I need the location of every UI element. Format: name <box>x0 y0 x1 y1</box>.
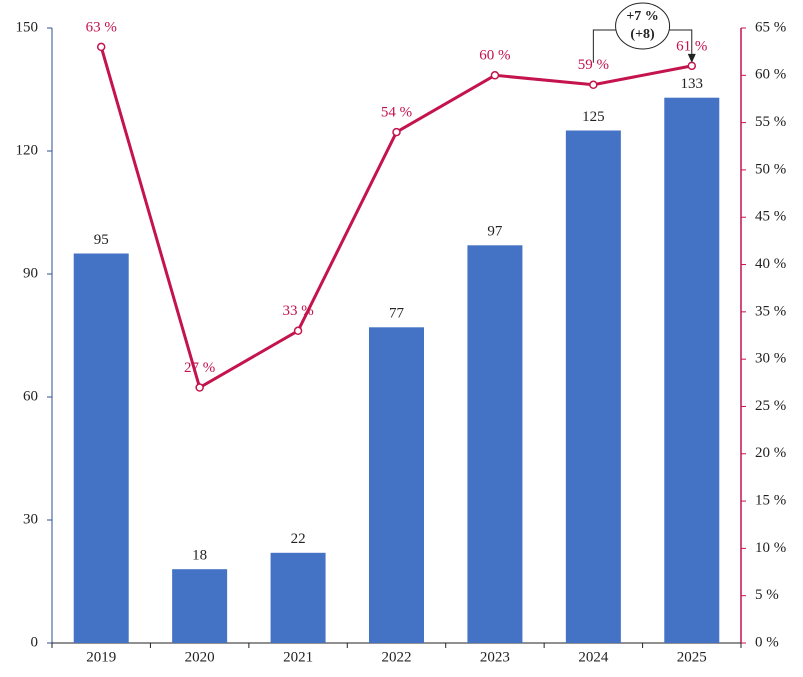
y2-tick-label: 5 % <box>755 587 779 603</box>
line-point <box>96 42 106 52</box>
x-tick-label: 2020 <box>185 649 215 665</box>
y2-tick-label: 35 % <box>755 303 786 319</box>
line-point <box>687 61 697 71</box>
y2-tick-label: 45 % <box>755 209 786 225</box>
y2-tick-label: 40 % <box>755 256 786 272</box>
y-tick-label: 150 <box>16 19 39 35</box>
bar <box>369 327 424 643</box>
x-tick-label: 2022 <box>382 649 412 665</box>
bar-value-label: 18 <box>192 548 207 564</box>
line-point <box>195 383 204 392</box>
x-tick-label: 2023 <box>480 649 510 665</box>
bar <box>467 245 523 644</box>
line-value-label: 60 % <box>479 48 510 64</box>
bar <box>73 253 129 643</box>
y2-tick-label: 50 % <box>755 161 786 177</box>
bar-value-label: 77 <box>389 306 405 322</box>
y2-tick-label: 0 % <box>755 634 779 650</box>
annotation-arrow <box>687 53 696 63</box>
bar <box>270 552 326 643</box>
bar-value-label: 125 <box>582 109 605 125</box>
bar-value-label: 97 <box>487 224 503 240</box>
y2-tick-label: 25 % <box>755 398 786 414</box>
line-point <box>293 326 303 336</box>
line-point <box>589 80 598 90</box>
annotation-text: +7 % <box>626 9 658 24</box>
y2-tick-label: 15 % <box>755 493 786 509</box>
y-tick-label: 30 <box>23 511 38 527</box>
bar-value-label: 133 <box>681 76 704 92</box>
line-value-label: 63 % <box>86 19 117 35</box>
x-tick-label: 2025 <box>677 649 707 665</box>
bar <box>664 97 720 643</box>
bar <box>172 569 228 643</box>
y-tick-label: 90 <box>23 265 38 281</box>
line-value-label: 27 % <box>184 360 215 376</box>
y2-tick-label: 10 % <box>755 540 786 556</box>
x-tick-label: 2021 <box>283 649 313 665</box>
annotation-bubble <box>615 2 671 50</box>
y2-tick-label: 55 % <box>755 114 786 130</box>
line-point <box>392 127 401 137</box>
bar <box>565 130 621 643</box>
line-value-label: 59 % <box>578 57 609 73</box>
line-value-label: 54 % <box>381 105 412 121</box>
bar-value-label: 95 <box>94 232 109 248</box>
line-value-label: 33 % <box>282 303 313 319</box>
x-tick-label: 2024 <box>578 649 609 665</box>
annotation-text: (+8) <box>630 27 655 42</box>
y2-tick-label: 60 % <box>755 67 786 83</box>
y2-tick-label: 30 % <box>755 351 786 367</box>
x-tick-label: 2019 <box>86 649 116 665</box>
bar-value-label: 22 <box>291 531 306 547</box>
line-point <box>490 71 500 80</box>
y2-tick-label: 65 % <box>755 19 786 35</box>
y2-tick-label: 20 % <box>755 445 786 461</box>
y-tick-label: 0 <box>31 634 39 650</box>
y-tick-label: 60 <box>23 388 38 404</box>
y-tick-label: 120 <box>16 142 39 158</box>
